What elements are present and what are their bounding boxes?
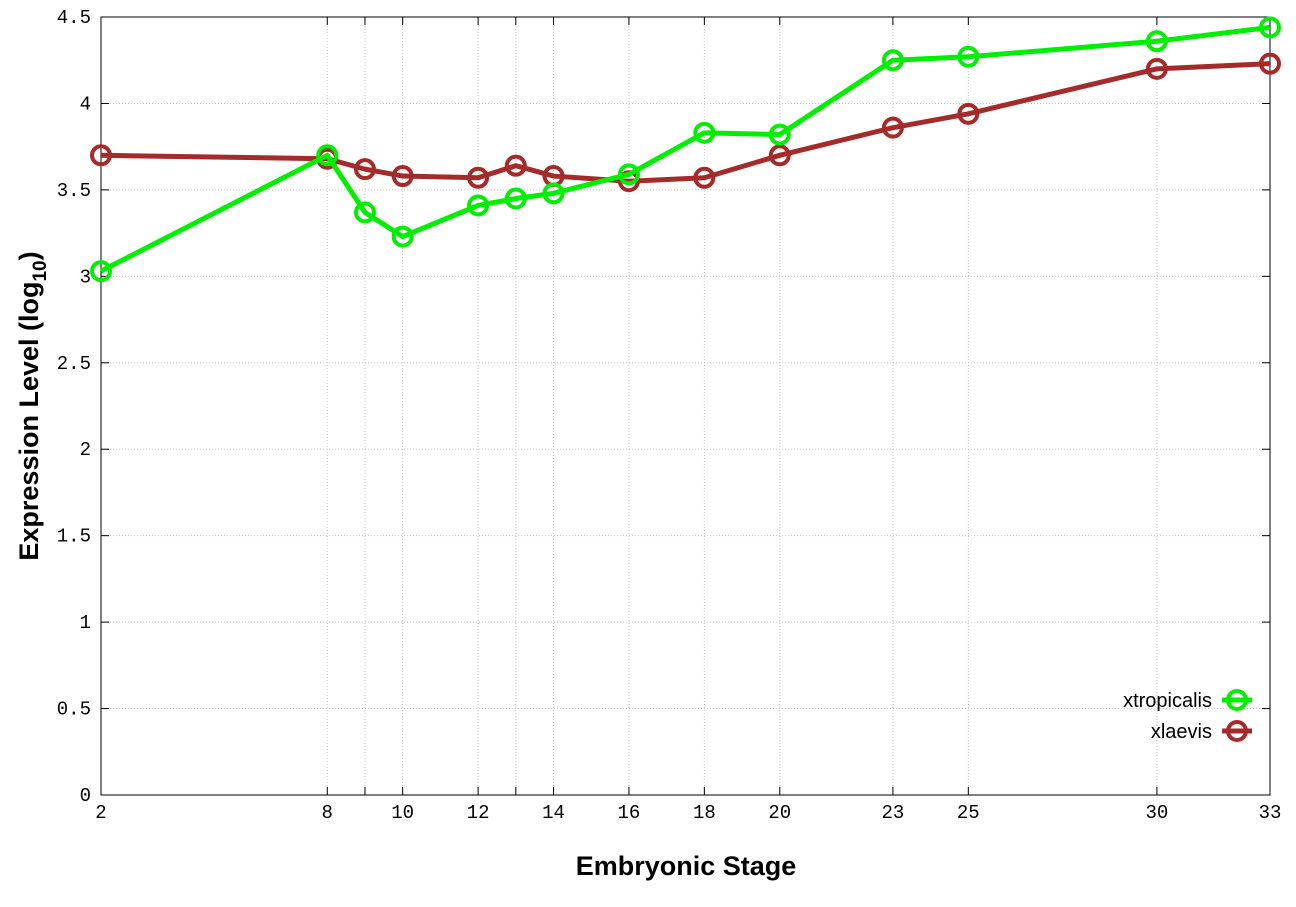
x-tick-label: 16 bbox=[618, 802, 641, 824]
y-tick-label: 2 bbox=[80, 439, 91, 461]
y-tick-label: 1.5 bbox=[57, 526, 91, 548]
data-point bbox=[391, 225, 414, 248]
data-point bbox=[957, 45, 980, 68]
plot-border bbox=[100, 16, 1271, 796]
data-point bbox=[353, 158, 376, 181]
legend-label: xlaevis bbox=[1151, 721, 1212, 743]
data-point bbox=[504, 187, 527, 210]
data-point bbox=[617, 163, 640, 186]
y-tick-label: 2.5 bbox=[57, 353, 91, 375]
legend: xtropicalis xlaevis bbox=[1123, 689, 1252, 743]
data-point bbox=[768, 123, 791, 146]
y-tick-label: 0 bbox=[80, 785, 91, 807]
x-tick-label: 23 bbox=[881, 802, 904, 824]
data-point bbox=[90, 260, 112, 283]
data-point bbox=[693, 166, 716, 189]
y-axis-label: Expression Level (log10) bbox=[14, 251, 51, 560]
ticks: 0 0.5 1 1.5 2 2.5 3 3.5 4 4.5 2 8 10 12 14 16 18 20 23 25 30… bbox=[57, 7, 1282, 824]
data-point bbox=[1259, 52, 1281, 75]
y-tick-label: 4 bbox=[80, 93, 91, 115]
x-tick-label: 33 bbox=[1259, 802, 1282, 824]
data-point bbox=[1259, 16, 1281, 39]
data-point bbox=[1145, 30, 1168, 53]
data-point bbox=[90, 144, 112, 167]
series bbox=[90, 16, 1281, 283]
legend-marker bbox=[1226, 689, 1248, 711]
series-line-xlaevis bbox=[100, 61, 1271, 184]
data-point bbox=[391, 165, 414, 188]
data-point bbox=[467, 166, 490, 189]
x-axis-label: Embryonic Stage bbox=[576, 851, 797, 881]
y-tick-label: 3.5 bbox=[57, 180, 91, 202]
data-point bbox=[881, 49, 904, 72]
data-point bbox=[504, 154, 527, 177]
data-point bbox=[693, 121, 716, 144]
grid bbox=[100, 16, 1271, 796]
y-axis-label-main: Expression Level (log bbox=[14, 282, 44, 561]
series-line-xtropicalis bbox=[99, 24, 1271, 274]
legend-marker bbox=[1226, 720, 1248, 742]
x-tick-label: 18 bbox=[693, 802, 716, 824]
data-point bbox=[467, 194, 490, 217]
series-xtropicalis bbox=[90, 16, 1281, 283]
y-axis-label-subscript: 10 bbox=[30, 260, 51, 281]
y-tick-label: 0.5 bbox=[57, 699, 91, 721]
data-point bbox=[1145, 57, 1168, 80]
y-tick-label: 3 bbox=[80, 266, 91, 288]
data-point bbox=[542, 182, 565, 205]
x-tick-label: 8 bbox=[322, 802, 333, 824]
y-axis-label-suffix: ) bbox=[14, 251, 44, 260]
x-tick-label: 12 bbox=[467, 802, 490, 824]
data-point bbox=[881, 116, 904, 139]
x-tick-label: 30 bbox=[1145, 802, 1168, 824]
y-tick-label: 1 bbox=[80, 612, 91, 634]
series-xlaevis bbox=[90, 52, 1281, 193]
x-tick-label: 10 bbox=[391, 802, 414, 824]
x-tick-label: 25 bbox=[957, 802, 980, 824]
data-point bbox=[768, 144, 791, 167]
data-point bbox=[957, 102, 980, 125]
data-point bbox=[353, 201, 376, 224]
x-tick-label: 2 bbox=[95, 802, 106, 824]
legend-label: xtropicalis bbox=[1123, 690, 1212, 712]
y-tick-label: 4.5 bbox=[57, 7, 91, 29]
x-tick-label: 14 bbox=[542, 802, 565, 824]
data-point bbox=[316, 144, 339, 167]
x-tick-label: 20 bbox=[768, 802, 791, 824]
